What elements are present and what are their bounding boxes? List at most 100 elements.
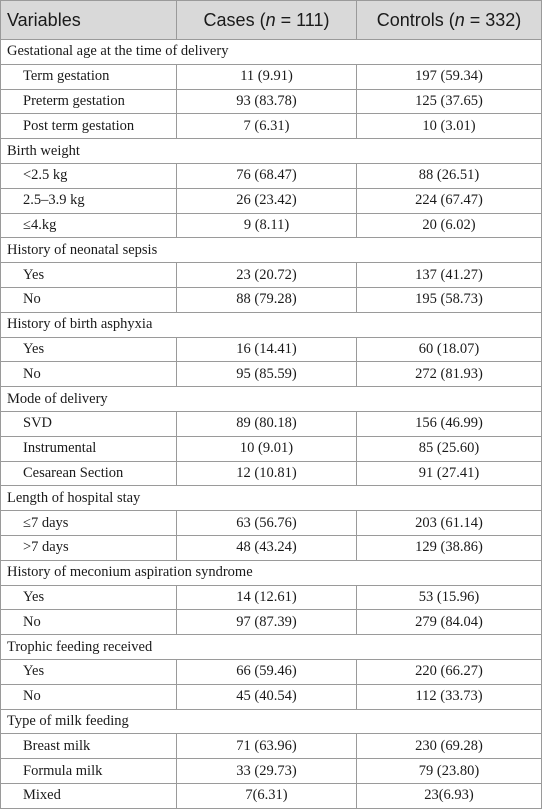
row-label: Formula milk: [0, 758, 177, 784]
controls-value: 156 (46.99): [356, 410, 542, 437]
table-row: Post term gestation 7 (6.31) 10 (3.01): [0, 113, 542, 140]
row-label: Yes: [0, 336, 177, 363]
table-row: 2.5–3.9 kg 26 (23.42) 224 (67.47): [0, 187, 542, 214]
cases-value: 11 (9.91): [176, 63, 357, 90]
controls-value: 60 (18.07): [356, 336, 542, 363]
controls-value: 23(6.93): [356, 782, 542, 809]
row-label: Cesarean Section: [0, 460, 177, 487]
controls-value: 20 (6.02): [356, 212, 542, 239]
cases-value: 33 (29.73): [176, 758, 357, 784]
group-title: Gestational age at the time of delivery: [0, 39, 542, 65]
cases-value: 14 (12.61): [176, 584, 357, 611]
controls-value: 195 (58.73): [356, 286, 542, 313]
table-row: Yes 23 (20.72) 137 (41.27): [0, 262, 542, 288]
row-label: No: [0, 361, 177, 388]
controls-value: 88 (26.51): [356, 162, 542, 189]
table-row: >7 days 48 (43.24) 129 (38.86): [0, 534, 542, 561]
table-row: <2.5 kg 76 (68.47) 88 (26.51): [0, 162, 542, 189]
cases-value: 63 (56.76): [176, 510, 357, 536]
cases-value: 93 (83.78): [176, 88, 357, 115]
table-row: Breast milk 71 (63.96) 230 (69.28): [0, 733, 542, 760]
table-row: Mixed 7(6.31) 23(6.93): [0, 782, 542, 809]
group-row: Length of hospital stay: [0, 485, 542, 512]
group-row: Type of milk feeding: [0, 708, 542, 735]
controls-value: 197 (59.34): [356, 63, 542, 90]
controls-value: 224 (67.47): [356, 187, 542, 214]
row-label: Mixed: [0, 782, 177, 809]
cases-value: 76 (68.47): [176, 162, 357, 189]
group-row: History of meconium aspiration syndrome: [0, 559, 542, 586]
row-label: Term gestation: [0, 63, 177, 90]
controls-value: 129 (38.86): [356, 534, 542, 561]
cases-header-prefix: Cases (: [203, 9, 266, 30]
row-label: Yes: [0, 658, 177, 685]
cases-value: 10 (9.01): [176, 435, 357, 462]
group-row: Gestational age at the time of delivery: [0, 39, 542, 65]
table-row: Preterm gestation 93 (83.78) 125 (37.65): [0, 88, 542, 115]
controls-value: 91 (27.41): [356, 460, 542, 487]
cases-header-suffix: = 111): [275, 9, 330, 30]
row-label: Breast milk: [0, 733, 177, 760]
table-row: Term gestation 11 (9.91) 197 (59.34): [0, 63, 542, 90]
row-label: >7 days: [0, 534, 177, 561]
table-row: No 95 (85.59) 272 (81.93): [0, 361, 542, 388]
controls-header: Controls (n = 332): [356, 0, 542, 40]
group-row: Trophic feeding received: [0, 634, 542, 660]
group-row: Mode of delivery: [0, 386, 542, 412]
controls-value: 230 (69.28): [356, 733, 542, 760]
row-label: Yes: [0, 262, 177, 288]
cases-value: 7 (6.31): [176, 113, 357, 140]
row-label: Preterm gestation: [0, 88, 177, 115]
group-title: History of meconium aspiration syndrome: [0, 559, 542, 586]
header-row: Variables Cases (n = 111) Controls (n = …: [0, 0, 542, 40]
row-label: ≤7 days: [0, 510, 177, 536]
controls-value: 137 (41.27): [356, 262, 542, 288]
row-label: No: [0, 683, 177, 710]
cases-value: 16 (14.41): [176, 336, 357, 363]
group-title: History of birth asphyxia: [0, 311, 542, 338]
group-title: Length of hospital stay: [0, 485, 542, 512]
group-row: History of neonatal sepsis: [0, 237, 542, 264]
group-title: Trophic feeding received: [0, 634, 542, 660]
controls-value: 10 (3.01): [356, 113, 542, 140]
group-title: History of neonatal sepsis: [0, 237, 542, 264]
table-row: Cesarean Section 12 (10.81) 91 (27.41): [0, 460, 542, 487]
controls-header-prefix: Controls (: [376, 9, 455, 30]
cases-value: 48 (43.24): [176, 534, 357, 561]
controls-value: 53 (15.96): [356, 584, 542, 611]
table-row: Formula milk 33 (29.73) 79 (23.80): [0, 758, 542, 784]
row-label: No: [0, 609, 177, 636]
row-label: Yes: [0, 584, 177, 611]
table-row: ≤4.kg 9 (8.11) 20 (6.02): [0, 212, 542, 239]
table-row: No 88 (79.28) 195 (58.73): [0, 286, 542, 313]
cases-header-n: n: [265, 9, 276, 30]
row-label: 2.5–3.9 kg: [0, 187, 177, 214]
table-row: Yes 66 (59.46) 220 (66.27): [0, 658, 542, 685]
variables-header: Variables: [0, 0, 177, 40]
cases-value: 7(6.31): [176, 782, 357, 809]
table-row: ≤7 days 63 (56.76) 203 (61.14): [0, 510, 542, 536]
row-label: ≤4.kg: [0, 212, 177, 239]
table-row: No 45 (40.54) 112 (33.73): [0, 683, 542, 710]
group-title: Mode of delivery: [0, 386, 542, 412]
row-label: No: [0, 286, 177, 313]
cases-value: 45 (40.54): [176, 683, 357, 710]
row-label: Post term gestation: [0, 113, 177, 140]
controls-value: 85 (25.60): [356, 435, 542, 462]
cases-value: 26 (23.42): [176, 187, 357, 214]
cases-value: 97 (87.39): [176, 609, 357, 636]
table-row: No 97 (87.39) 279 (84.04): [0, 609, 542, 636]
controls-header-suffix: = 332): [464, 9, 522, 30]
controls-value: 125 (37.65): [356, 88, 542, 115]
cases-value: 9 (8.11): [176, 212, 357, 239]
table-row: Yes 16 (14.41) 60 (18.07): [0, 336, 542, 363]
table-body: Gestational age at the time of delivery T…: [0, 39, 542, 809]
cases-value: 88 (79.28): [176, 286, 357, 313]
controls-value: 220 (66.27): [356, 658, 542, 685]
controls-value: 279 (84.04): [356, 609, 542, 636]
cases-value: 12 (10.81): [176, 460, 357, 487]
cases-value: 71 (63.96): [176, 733, 357, 760]
cases-value: 89 (80.18): [176, 410, 357, 437]
group-row: History of birth asphyxia: [0, 311, 542, 338]
controls-value: 203 (61.14): [356, 510, 542, 536]
